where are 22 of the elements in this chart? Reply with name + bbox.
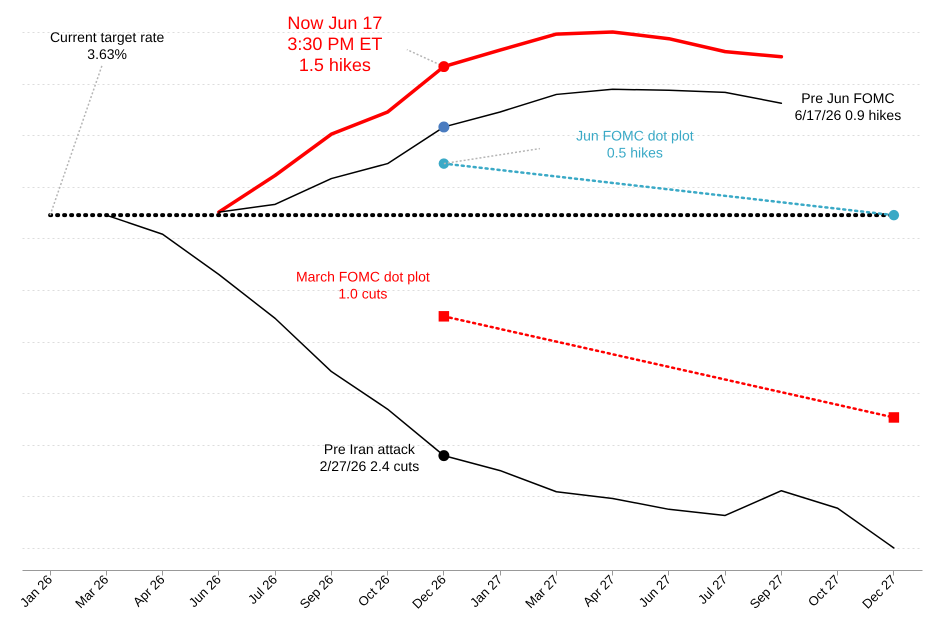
x-tick-label: Jun 27 bbox=[636, 572, 674, 610]
x-tick-label: Dec 27 bbox=[859, 572, 899, 612]
x-tick-label: Mar 26 bbox=[72, 572, 112, 612]
x-tick-label: Jun 26 bbox=[186, 572, 224, 610]
x-tick-label: Jan 26 bbox=[16, 572, 56, 610]
series-label: Pre Jun FOMC 6/17/26 0.9 hikes bbox=[794, 90, 902, 124]
series-label: Pre Iran attack 2/27/26 2.4 cuts bbox=[320, 441, 420, 474]
x-tick-label: Jul 27 bbox=[694, 572, 730, 607]
x-tick-label: Sep 26 bbox=[296, 572, 336, 612]
x-tick-label: Dec 26 bbox=[409, 572, 449, 612]
series-label: March FOMC dot plot 1.0 cuts bbox=[296, 268, 430, 302]
x-tick-label: Jul 26 bbox=[244, 572, 280, 607]
text: Current target rate 3.63% bbox=[50, 29, 165, 62]
x-tick-label: Sep 27 bbox=[746, 572, 786, 612]
x-tick-label: Oct 26 bbox=[354, 572, 393, 610]
series-label: Jun FOMC dot plot 0.5 hikes bbox=[576, 128, 694, 161]
x-tick-label: Mar 27 bbox=[522, 572, 562, 612]
x-tick-label: Oct 27 bbox=[804, 572, 843, 610]
x-tick-label: Apr 26 bbox=[130, 572, 168, 610]
x-tick-label: Jan 27 bbox=[466, 572, 506, 610]
x-tick-label: Apr 27 bbox=[580, 572, 618, 610]
series-label: Now Jun 17 3:30 PM ET 1.5 hikes bbox=[287, 13, 382, 76]
